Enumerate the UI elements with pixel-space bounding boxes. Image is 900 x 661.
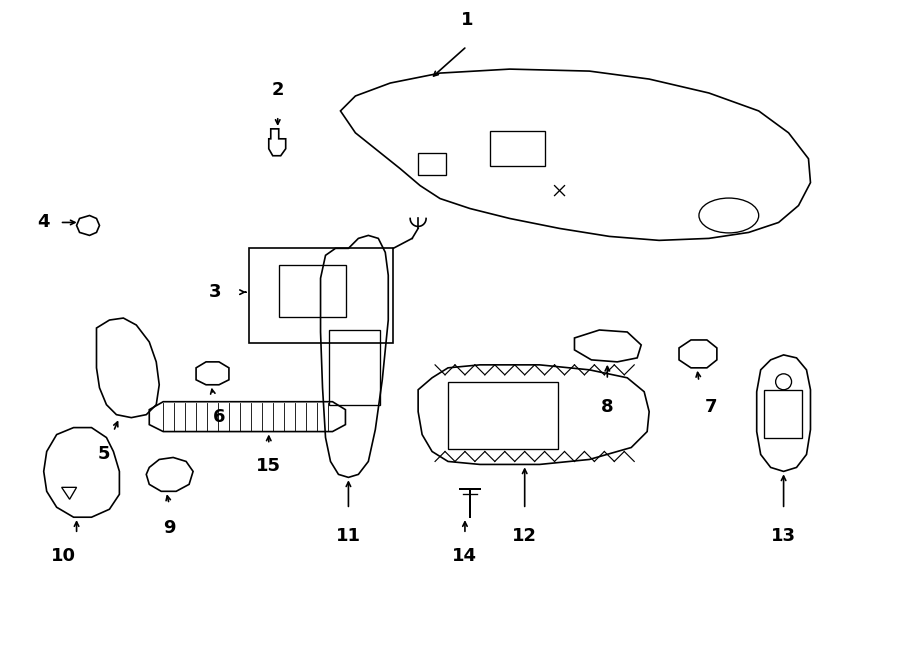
Text: 1: 1 (461, 11, 473, 29)
Text: 9: 9 (163, 519, 176, 537)
Bar (248, 249, 393, 343)
Text: 7: 7 (705, 398, 717, 416)
Bar (328, 330, 381, 405)
Bar (490, 131, 544, 166)
Text: 5: 5 (97, 444, 110, 463)
Text: 10: 10 (51, 547, 76, 565)
Text: 6: 6 (212, 408, 225, 426)
Text: 15: 15 (256, 457, 282, 475)
Bar (448, 382, 557, 449)
Text: 3: 3 (209, 283, 221, 301)
Text: 12: 12 (512, 527, 537, 545)
Bar (279, 265, 346, 317)
Text: 14: 14 (453, 547, 477, 565)
Text: 8: 8 (601, 398, 614, 416)
Bar (418, 153, 446, 175)
Text: 4: 4 (38, 214, 50, 231)
Text: 11: 11 (336, 527, 361, 545)
Text: 2: 2 (272, 81, 284, 99)
Text: 13: 13 (771, 527, 796, 545)
Bar (764, 390, 802, 438)
